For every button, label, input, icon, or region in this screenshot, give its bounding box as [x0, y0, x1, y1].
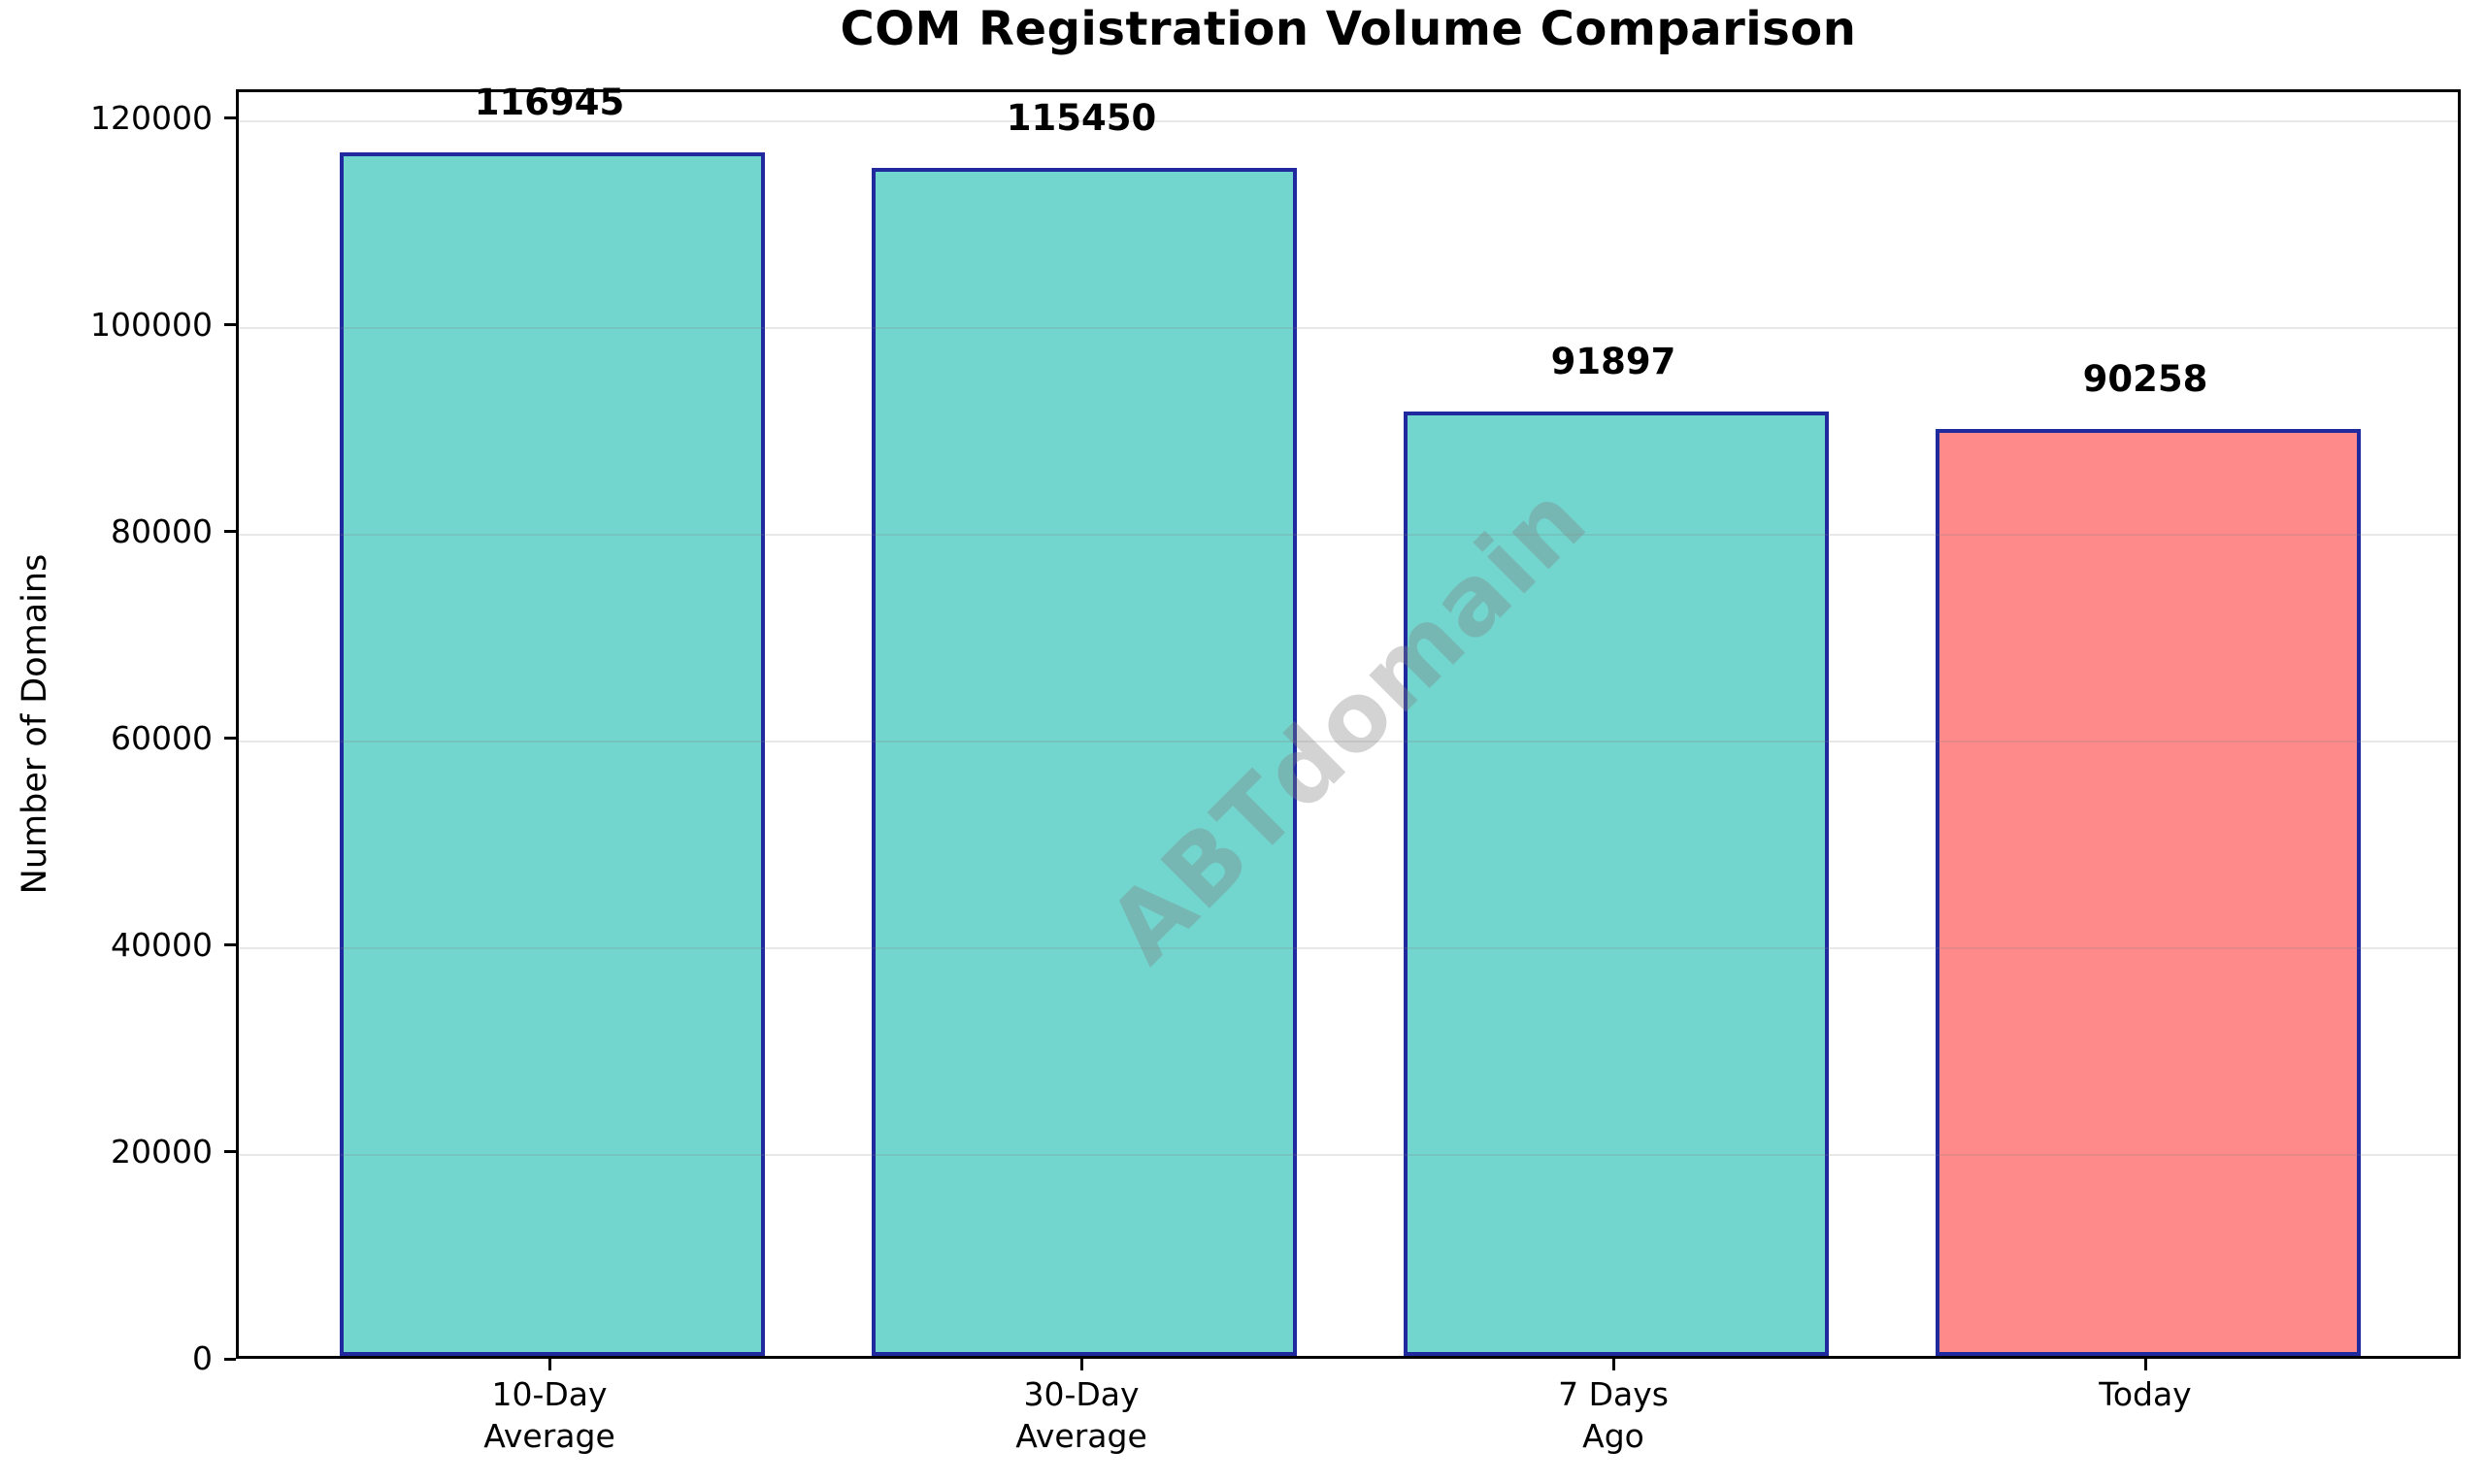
bar-value-today: 90258: [2082, 357, 2208, 400]
y-tick-label-40000: 40000: [111, 925, 213, 964]
gridline-80000: [239, 533, 2458, 536]
y-tick-mark-40000: [224, 943, 236, 947]
x-tick-mark-30-day-average: [1079, 1359, 1083, 1370]
x-tick-mark-10-day-average: [547, 1359, 551, 1370]
bar-value-10-day-average: 116945: [474, 82, 625, 124]
bar-today: [1936, 428, 2361, 1356]
x-tick-label-10-day-average: 10-Day Average: [483, 1375, 615, 1455]
y-tick-mark-0: [224, 1357, 236, 1361]
x-tick-label-today: Today: [2099, 1375, 2192, 1413]
x-tick-mark-today: [2143, 1359, 2147, 1370]
y-tick-label-120000: 120000: [90, 98, 213, 137]
gridline-60000: [239, 740, 2458, 742]
x-tick-mark-7-days-ago: [1611, 1359, 1615, 1370]
y-tick-mark-60000: [224, 737, 236, 741]
bar-7-days-ago: [1404, 412, 1829, 1356]
gridline-20000: [239, 1153, 2458, 1156]
y-tick-label-60000: 60000: [111, 718, 213, 757]
chart-title: COM Registration Volume Comparison: [840, 2, 1857, 56]
y-tick-label-20000: 20000: [111, 1132, 213, 1171]
bar-30-day-average: [872, 168, 1297, 1356]
plot-area: ABTdomain: [236, 89, 2461, 1359]
y-tick-mark-100000: [224, 323, 236, 327]
plot-canvas: ABTdomain: [239, 92, 2458, 1356]
bar-10-day-average: [340, 152, 765, 1356]
y-tick-label-0: 0: [192, 1339, 213, 1377]
y-tick-mark-20000: [224, 1150, 236, 1154]
gridline-100000: [239, 326, 2458, 329]
gridline-40000: [239, 946, 2458, 949]
y-tick-mark-120000: [224, 116, 236, 120]
y-tick-label-100000: 100000: [90, 305, 213, 344]
bar-value-30-day-average: 115450: [1006, 97, 1157, 140]
bar-value-7-days-ago: 91897: [1550, 341, 1676, 383]
y-tick-label-80000: 80000: [111, 511, 213, 550]
x-tick-label-30-day-average: 30-Day Average: [1015, 1375, 1147, 1455]
y-tick-mark-80000: [224, 530, 236, 534]
gridline-120000: [239, 119, 2458, 122]
x-tick-label-7-days-ago: 7 Days Ago: [1558, 1375, 1669, 1455]
